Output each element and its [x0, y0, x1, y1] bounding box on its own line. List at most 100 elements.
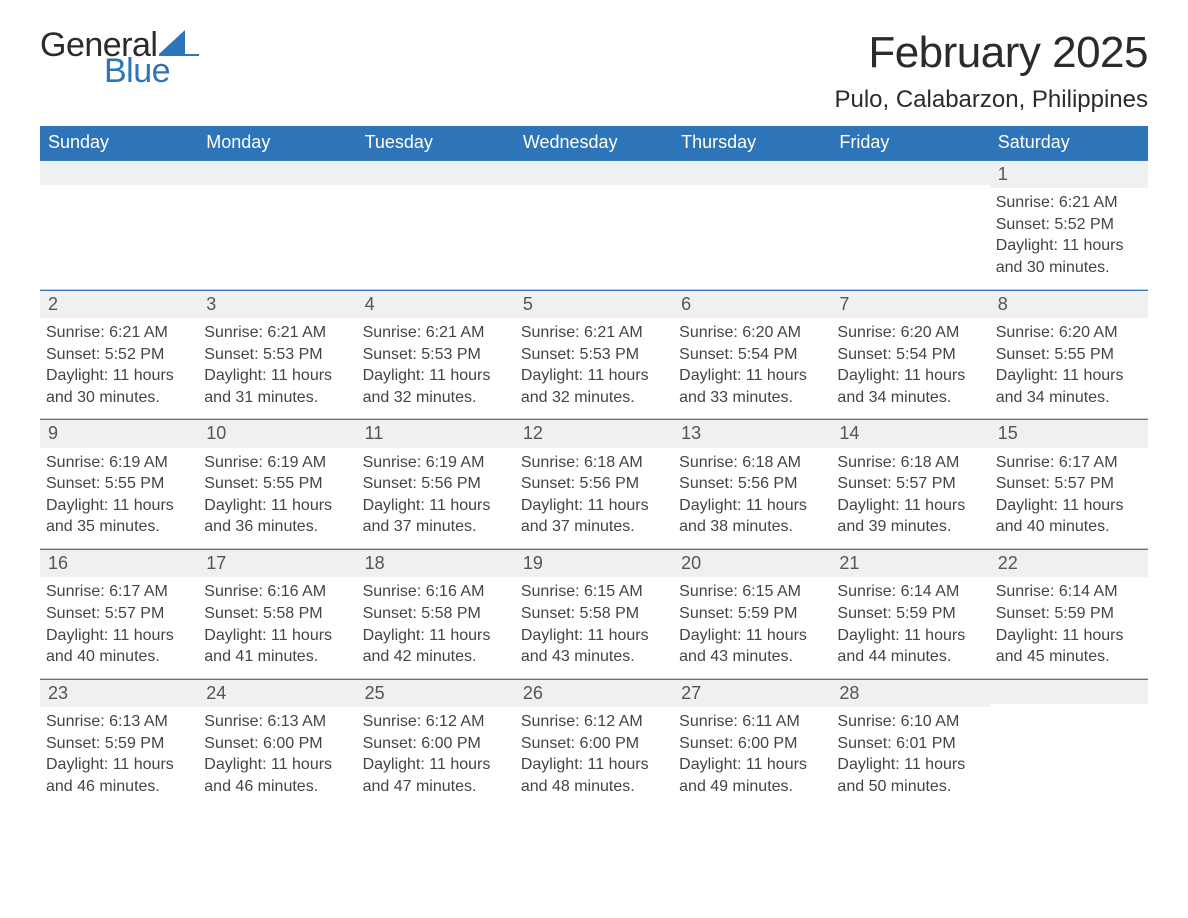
day-number: 14 — [831, 420, 989, 447]
title-block: February 2025 Pulo, Calabarzon, Philippi… — [834, 28, 1148, 114]
day-cell — [990, 680, 1148, 798]
day-cell — [198, 161, 356, 279]
dow-header-cell: Saturday — [990, 126, 1148, 160]
day-number — [831, 161, 989, 185]
sunrise-line: Sunrise: 6:12 AM — [363, 711, 509, 733]
sunset-line: Sunset: 5:59 PM — [996, 603, 1142, 625]
day-cell: 2Sunrise: 6:21 AMSunset: 5:52 PMDaylight… — [40, 291, 198, 409]
day-cell — [40, 161, 198, 279]
daylight-line: Daylight: 11 hours and 31 minutes. — [204, 365, 350, 408]
sunset-line: Sunset: 5:52 PM — [46, 344, 192, 366]
day-cell: 15 Sunrise: 6:17 AMSunset: 5:57 PMDayligh… — [990, 420, 1148, 538]
day-number: 21 — [831, 550, 989, 577]
day-cell: 4Sunrise: 6:21 AMSunset: 5:53 PMDaylight… — [357, 291, 515, 409]
sunrise-line: Sunrise: 6:15 AM — [679, 581, 825, 603]
sunrise-line: Sunrise: 6:14 AM — [996, 581, 1142, 603]
day-number: 5 — [515, 291, 673, 318]
day-cell: 14Sunrise: 6:18 AMSunset: 5:57 PMDayligh… — [831, 420, 989, 538]
sunrise-line: Sunrise: 6:11 AM — [679, 711, 825, 733]
location-subtitle: Pulo, Calabarzon, Philippines — [834, 86, 1148, 114]
day-number: 17 — [198, 550, 356, 577]
sunset-line: Sunset: 5:56 PM — [679, 473, 825, 495]
brand-logo: General Blue — [40, 28, 199, 88]
sunrise-line: Sunrise: 6:20 AM — [679, 322, 825, 344]
dow-header-cell: Sunday — [40, 126, 198, 160]
page-header: General Blue February 2025 Pulo, Calabar… — [40, 28, 1148, 114]
sunrise-line: Sunrise: 6:21 AM — [46, 322, 192, 344]
day-number: 12 — [515, 420, 673, 447]
daylight-line: Daylight: 11 hours and 41 minutes. — [204, 625, 350, 668]
sunrise-line: Sunrise: 6:13 AM — [46, 711, 192, 733]
day-cell: 6Sunrise: 6:20 AMSunset: 5:54 PMDaylight… — [673, 291, 831, 409]
day-number: 1 — [990, 161, 1148, 188]
week-row: 23Sunrise: 6:13 AMSunset: 5:59 PMDayligh… — [40, 679, 1148, 808]
sunset-line: Sunset: 5:58 PM — [204, 603, 350, 625]
week-row: 9Sunrise: 6:19 AMSunset: 5:55 PMDaylight… — [40, 419, 1148, 548]
dow-header-cell: Friday — [831, 126, 989, 160]
day-cell: 21Sunrise: 6:14 AMSunset: 5:59 PMDayligh… — [831, 550, 989, 668]
day-number: 26 — [515, 680, 673, 707]
sunrise-line: Sunrise: 6:16 AM — [363, 581, 509, 603]
sunrise-line: Sunrise: 6:19 AM — [204, 452, 350, 474]
day-number: 2 — [40, 291, 198, 318]
sunrise-line: Sunrise: 6:10 AM — [837, 711, 983, 733]
day-cell: 28Sunrise: 6:10 AMSunset: 6:01 PMDayligh… — [831, 680, 989, 798]
sunrise-line: Sunrise: 6:18 AM — [521, 452, 667, 474]
day-number: 15 — [990, 420, 1148, 447]
week-row: 2Sunrise: 6:21 AMSunset: 5:52 PMDaylight… — [40, 290, 1148, 419]
sunrise-line: Sunrise: 6:21 AM — [204, 322, 350, 344]
daylight-line: Daylight: 11 hours and 34 minutes. — [837, 365, 983, 408]
day-number — [357, 161, 515, 185]
sunrise-line: Sunrise: 6:12 AM — [521, 711, 667, 733]
day-of-week-header-row: SundayMondayTuesdayWednesdayThursdayFrid… — [40, 126, 1148, 160]
day-number: 22 — [990, 550, 1148, 577]
day-cell: 7Sunrise: 6:20 AMSunset: 5:54 PMDaylight… — [831, 291, 989, 409]
day-number: 28 — [831, 680, 989, 707]
daylight-line: Daylight: 11 hours and 32 minutes. — [521, 365, 667, 408]
sunset-line: Sunset: 5:59 PM — [837, 603, 983, 625]
daylight-line: Daylight: 11 hours and 48 minutes. — [521, 754, 667, 797]
day-number: 23 — [40, 680, 198, 707]
day-cell: 9Sunrise: 6:19 AMSunset: 5:55 PMDaylight… — [40, 420, 198, 538]
daylight-line: Daylight: 11 hours and 30 minutes. — [996, 235, 1142, 278]
sunrise-line: Sunrise: 6:19 AM — [46, 452, 192, 474]
sunset-line: Sunset: 6:00 PM — [363, 733, 509, 755]
daylight-line: Daylight: 11 hours and 43 minutes. — [521, 625, 667, 668]
sunrise-line: Sunrise: 6:18 AM — [679, 452, 825, 474]
sunset-line: Sunset: 5:57 PM — [996, 473, 1142, 495]
daylight-line: Daylight: 11 hours and 38 minutes. — [679, 495, 825, 538]
day-number: 10 — [198, 420, 356, 447]
day-number: 18 — [357, 550, 515, 577]
sunset-line: Sunset: 6:00 PM — [521, 733, 667, 755]
calendar-page: General Blue February 2025 Pulo, Calabar… — [0, 0, 1188, 847]
day-number — [40, 161, 198, 185]
daylight-line: Daylight: 11 hours and 43 minutes. — [679, 625, 825, 668]
day-cell: 5Sunrise: 6:21 AMSunset: 5:53 PMDaylight… — [515, 291, 673, 409]
day-number: 27 — [673, 680, 831, 707]
sunrise-line: Sunrise: 6:17 AM — [46, 581, 192, 603]
week-row: 16Sunrise: 6:17 AMSunset: 5:57 PMDayligh… — [40, 549, 1148, 678]
sunrise-line: Sunrise: 6:19 AM — [363, 452, 509, 474]
day-cell: 16Sunrise: 6:17 AMSunset: 5:57 PMDayligh… — [40, 550, 198, 668]
day-number: 25 — [357, 680, 515, 707]
day-number: 20 — [673, 550, 831, 577]
sunrise-line: Sunrise: 6:20 AM — [996, 322, 1142, 344]
month-title: February 2025 — [834, 28, 1148, 78]
sunset-line: Sunset: 6:01 PM — [837, 733, 983, 755]
sunset-line: Sunset: 5:54 PM — [679, 344, 825, 366]
day-cell: 8Sunrise: 6:20 AMSunset: 5:55 PMDaylight… — [990, 291, 1148, 409]
daylight-line: Daylight: 11 hours and 37 minutes. — [521, 495, 667, 538]
daylight-line: Daylight: 11 hours and 46 minutes. — [204, 754, 350, 797]
sunrise-line: Sunrise: 6:21 AM — [363, 322, 509, 344]
daylight-line: Daylight: 11 hours and 40 minutes. — [996, 495, 1142, 538]
sunset-line: Sunset: 5:53 PM — [204, 344, 350, 366]
sunset-line: Sunset: 5:52 PM — [996, 214, 1142, 236]
day-cell — [673, 161, 831, 279]
sunset-line: Sunset: 6:00 PM — [679, 733, 825, 755]
sunset-line: Sunset: 5:56 PM — [521, 473, 667, 495]
daylight-line: Daylight: 11 hours and 47 minutes. — [363, 754, 509, 797]
day-number: 7 — [831, 291, 989, 318]
sunset-line: Sunset: 5:59 PM — [679, 603, 825, 625]
sunrise-line: Sunrise: 6:17 AM — [996, 452, 1142, 474]
day-number: 3 — [198, 291, 356, 318]
